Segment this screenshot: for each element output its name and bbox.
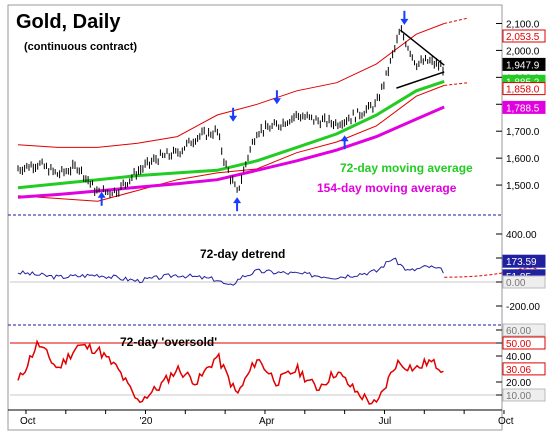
price-badge-0: 2,053.5 <box>502 29 546 43</box>
chart-subtitle: (continuous contract) <box>24 41 137 53</box>
price-badge-label: 1,858.0 <box>506 85 540 96</box>
cycle-arrow-icon <box>272 90 281 105</box>
detrend-badge-label: 0.00 <box>506 278 526 289</box>
detrend-badge-box <box>502 254 546 268</box>
oversold-badge-2: 30.06 <box>502 362 546 376</box>
oversold-badge-label: 50.00 <box>506 339 531 350</box>
arrow-head <box>97 191 106 198</box>
detrend-badge-0: 173.59 <box>502 254 546 268</box>
x-tick-label: Oct <box>20 416 36 427</box>
x-tick-label: Oct <box>498 416 514 427</box>
cycle-arrow-icon <box>233 197 242 212</box>
price-badge-4: 1,788.5 <box>502 100 546 114</box>
triangle-lower-line <box>396 71 445 89</box>
detrend-ytick-label: 400.00 <box>506 230 537 241</box>
price-badge-box <box>502 100 546 114</box>
price-panel: 2,100.02,000.01,900.01,800.01,700.01,600… <box>8 10 546 216</box>
ma-72-annotation: 72-day moving average <box>340 161 473 175</box>
x-tick-label: '20 <box>139 416 152 427</box>
upper-band-line <box>17 23 445 148</box>
ma-154-line <box>17 105 445 199</box>
oversold-badge-3: 10.00 <box>502 388 546 402</box>
x-tick-label: Apr <box>259 416 275 427</box>
price-bars <box>17 25 444 200</box>
oversold-badge-box <box>502 336 546 350</box>
price-ytick-label: 1,700.0 <box>506 127 540 138</box>
price-ytick-label: 2,000.0 <box>506 46 540 57</box>
arrow-head <box>233 197 242 204</box>
oversold-badge-label: 10.00 <box>506 391 531 402</box>
oversold-ytick-label: 20.00 <box>506 378 531 389</box>
price-badge-box <box>502 57 546 71</box>
price-badge-box <box>502 29 546 43</box>
chart-title: Gold, Daily <box>16 11 121 33</box>
lower-band-line <box>17 84 445 202</box>
oversold-line <box>17 339 444 405</box>
arrow-head <box>229 115 238 122</box>
oversold-badge-label: 60.00 <box>506 326 531 337</box>
cycle-arrow-icon <box>340 135 349 150</box>
x-axis: Oct '20 Apr Jul Oct <box>8 409 514 427</box>
oversold-ytick-label: 40.00 <box>506 352 531 363</box>
arrow-head <box>340 135 349 142</box>
detrend-ytick-label: -200.00 <box>506 302 540 313</box>
oversold-badge-1: 50.00 <box>502 336 546 350</box>
ma-154-annotation: 154-day moving average <box>317 181 457 195</box>
arrow-head <box>400 18 409 25</box>
oversold-badge-box <box>502 362 546 376</box>
chart-frame <box>7 4 503 431</box>
detrend-badge-label: 173.59 <box>506 257 537 268</box>
oversold-badge-0: 60.00 <box>502 323 546 337</box>
upper-band-projection <box>444 17 469 24</box>
oversold-badge-box <box>502 323 546 337</box>
price-badge-box <box>502 82 546 96</box>
price-badge-label: 2,053.5 <box>506 32 540 43</box>
oversold-badge-label: 30.06 <box>506 365 531 376</box>
triangle-upper-line <box>399 29 445 66</box>
oversold-title: 72-day 'oversold' <box>120 335 217 349</box>
price-badge-label: 1,947.9 <box>506 60 540 71</box>
price-ytick-label: 1,500.0 <box>506 181 540 192</box>
cycle-arrow-icon <box>97 191 106 206</box>
ma-72-line <box>17 79 445 190</box>
detrend-badge-2: 0.00 <box>502 275 546 289</box>
detrend-line <box>17 257 444 286</box>
price-badge-1: 1,947.9 <box>502 57 546 71</box>
oversold-panel: 60.00 50.00 40.00 20.00 10.00 72-day 'oversol… <box>10 323 546 405</box>
detrend-badge-box <box>502 275 546 289</box>
price-badge-label: 1,788.5 <box>506 103 540 114</box>
lower-band-projection <box>444 82 469 86</box>
price-badge-3: 1,858.0 <box>502 82 546 96</box>
arrow-head <box>272 98 281 105</box>
x-tick-label: Jul <box>378 416 391 427</box>
cycle-arrow-icon <box>400 10 409 25</box>
price-ytick-label: 1,600.0 <box>506 154 540 165</box>
detrend-title: 72-day detrend <box>200 247 285 261</box>
price-ytick-label: 2,100.0 <box>506 20 540 31</box>
oversold-badge-box <box>502 388 546 402</box>
cycle-arrow-icon <box>229 107 238 122</box>
